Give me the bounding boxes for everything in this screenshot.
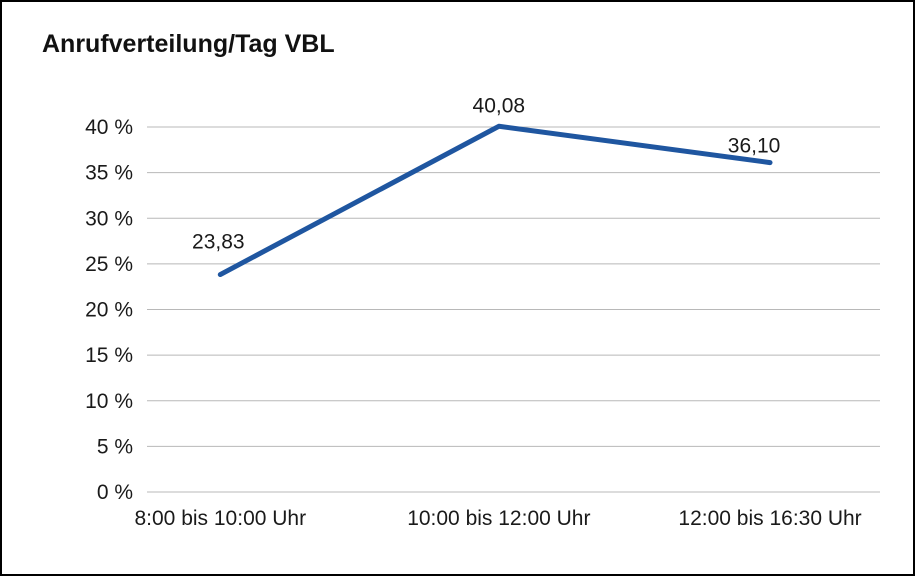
y-tick-label: 10 %	[85, 390, 133, 413]
y-tick-label: 25 %	[85, 253, 133, 276]
y-tick-label: 40 %	[85, 116, 133, 139]
y-tick-label: 30 %	[85, 207, 133, 230]
x-tick-label: 8:00 bis 10:00 Uhr	[134, 507, 306, 530]
data-label: 36,10	[728, 135, 781, 158]
y-tick-label: 0 %	[97, 481, 133, 504]
y-tick-label: 15 %	[85, 344, 133, 367]
x-tick-label: 12:00 bis 16:30 Uhr	[678, 507, 861, 530]
data-label: 40,08	[473, 94, 526, 117]
data-line	[217, 123, 773, 278]
y-tick-label: 20 %	[85, 299, 133, 322]
chart-title: Anrufverteilung/Tag VBL	[42, 30, 335, 58]
data-label: 23,83	[192, 231, 245, 254]
y-tick-label: 35 %	[85, 162, 133, 185]
y-tick-label: 5 %	[97, 435, 133, 458]
x-tick-label: 10:00 bis 12:00 Uhr	[407, 507, 590, 530]
